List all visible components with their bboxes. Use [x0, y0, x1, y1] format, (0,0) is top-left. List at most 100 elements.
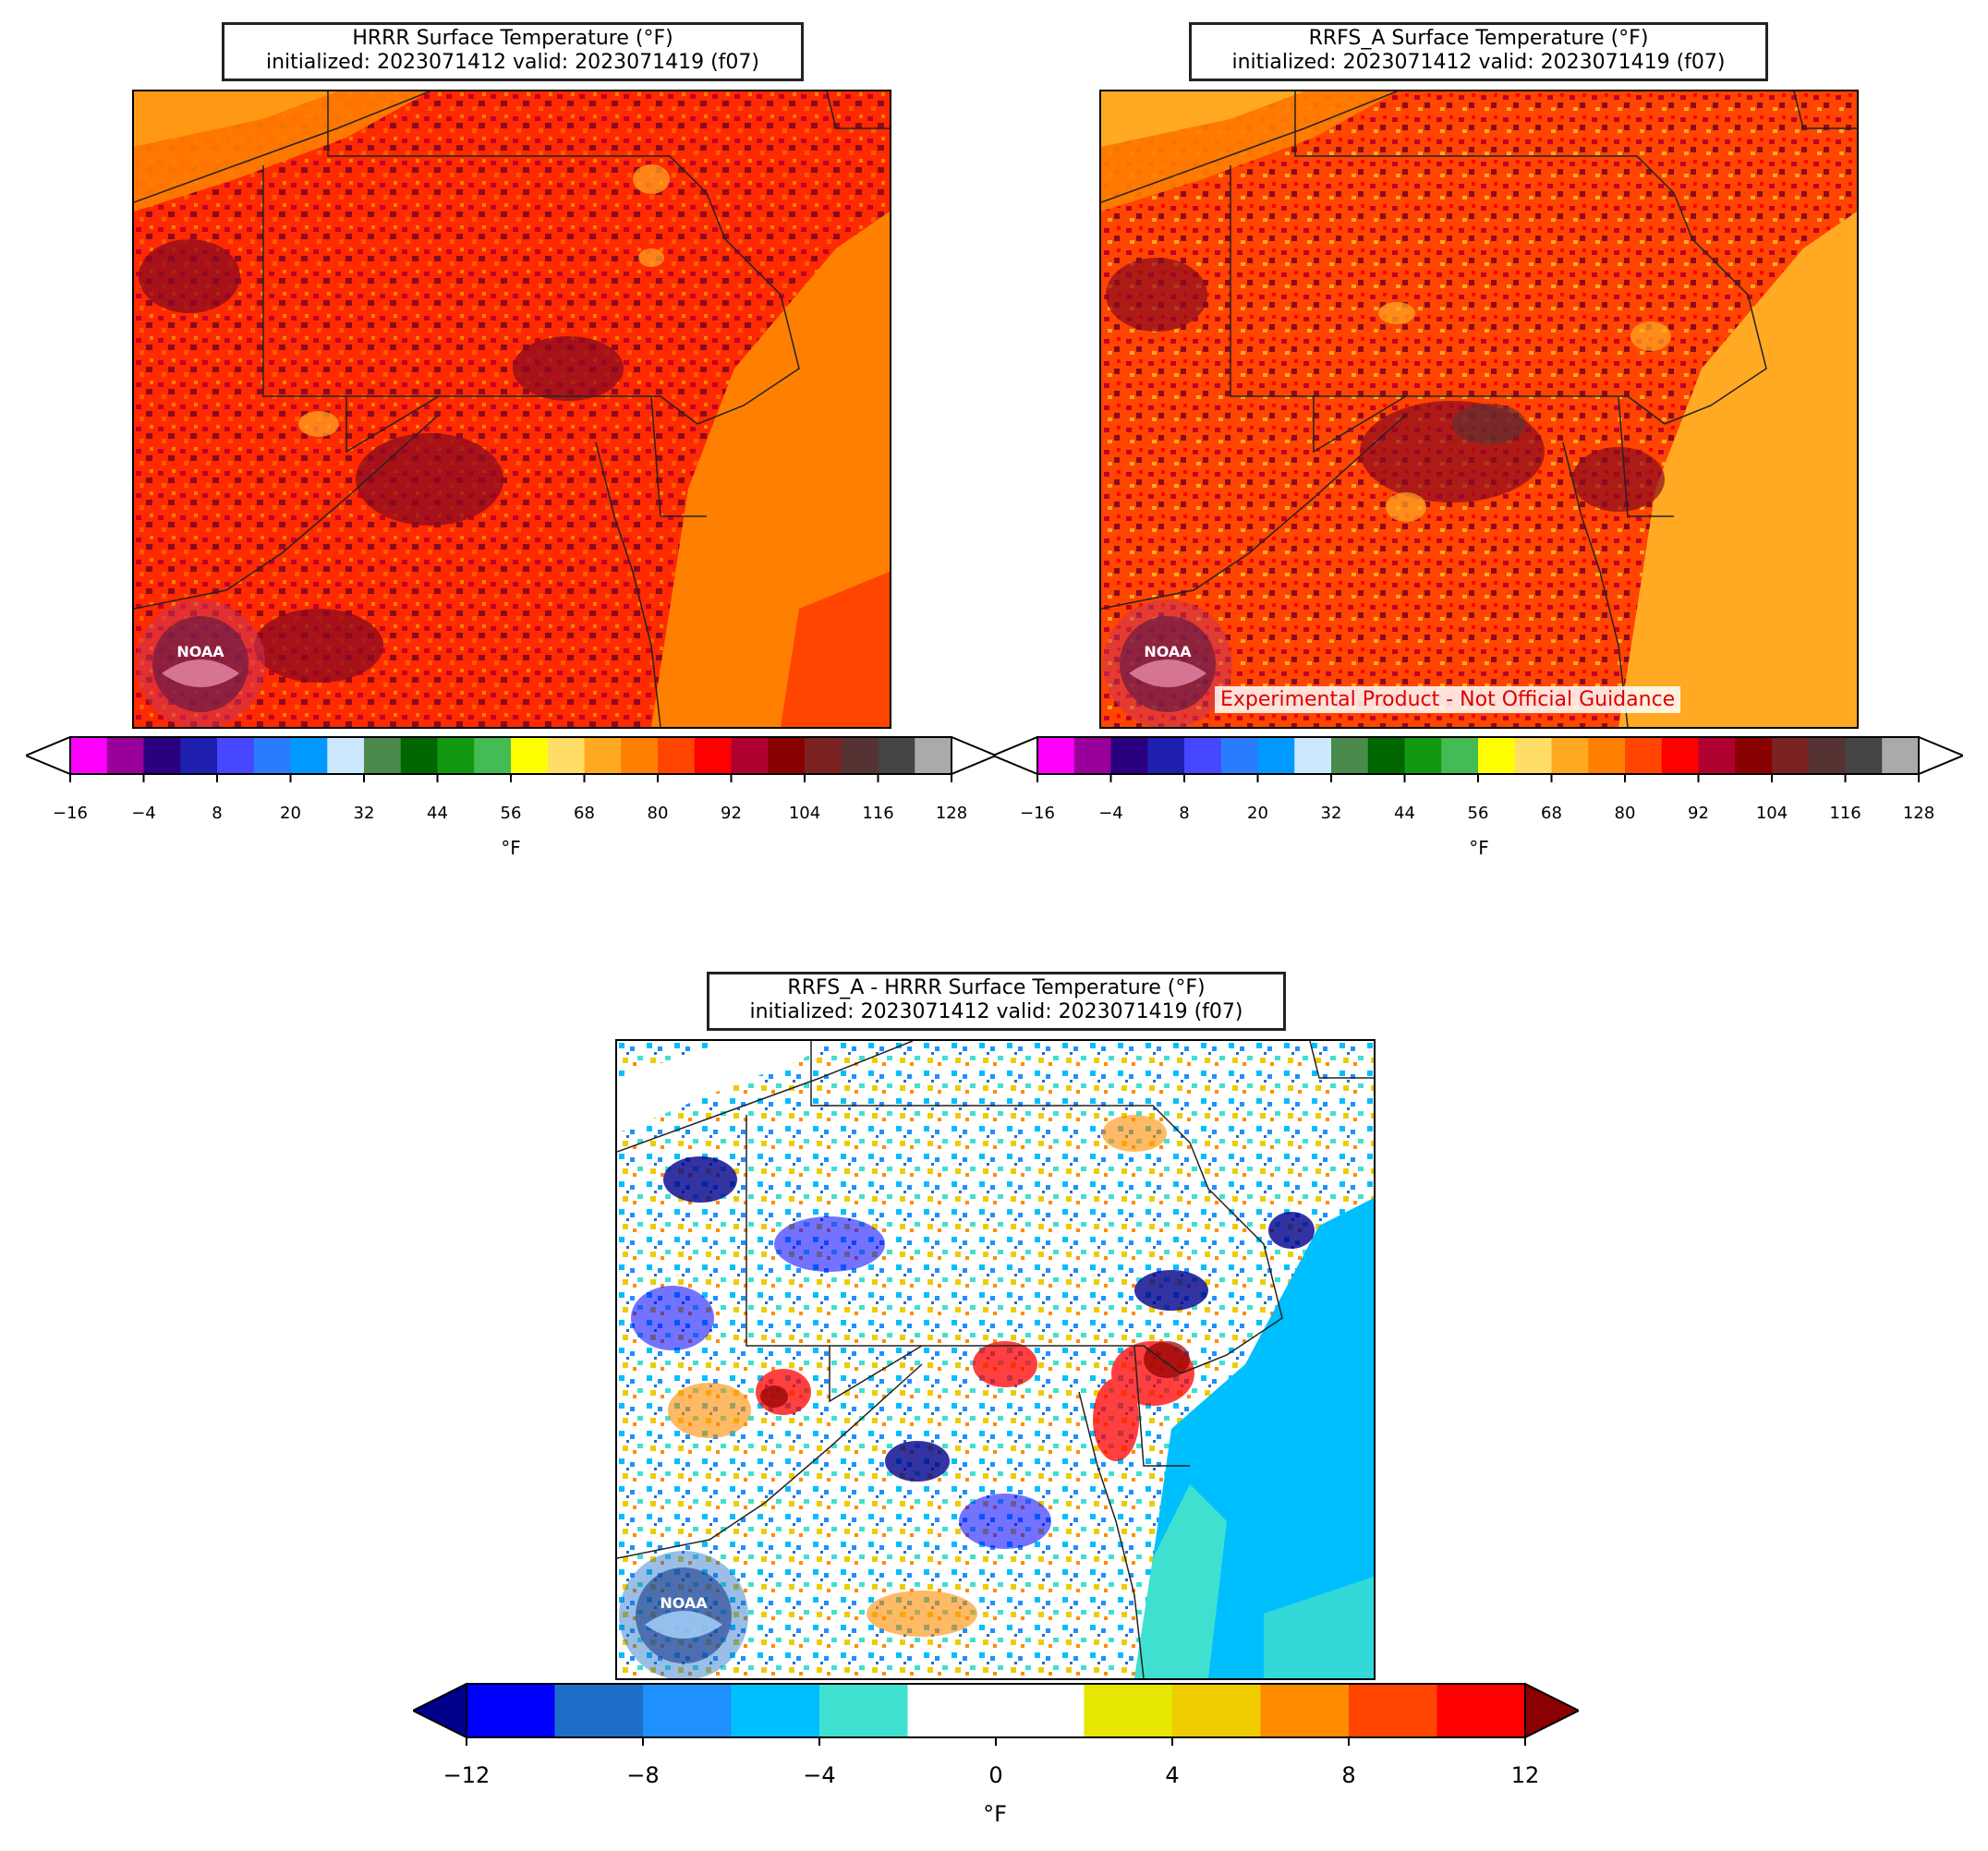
colorbar-under-arrow — [990, 735, 1038, 776]
diff-title-line1: RRFS_A - HRRR Surface Temperature (°F) — [787, 976, 1206, 999]
colorbar-tick-label: 44 — [427, 804, 448, 823]
colorbar-swatch — [1478, 737, 1516, 774]
colorbar-swatch — [143, 737, 181, 774]
colorbar-tick-label: 56 — [1467, 804, 1489, 823]
colorbar-swatch — [1551, 737, 1589, 774]
colorbar-swatch — [841, 737, 879, 774]
colorbar-swatch — [694, 737, 732, 774]
rrfs-colorbar-unit: °F — [1469, 837, 1489, 859]
colorbar-tick-label: 104 — [788, 804, 821, 823]
diff-colorbar-unit: °F — [983, 1801, 1007, 1827]
colorbar-swatch — [1147, 737, 1185, 774]
noaa-logo: NOAA — [1103, 599, 1232, 727]
colorbar-swatch — [1735, 737, 1773, 774]
colorbar-swatch — [658, 737, 696, 774]
colorbar-tick-label: −16 — [53, 804, 88, 823]
colorbar-swatch — [1037, 737, 1075, 774]
colorbar-over-arrow — [1524, 1682, 1582, 1739]
hrrr-map: NOAA — [132, 90, 891, 729]
colorbar-under-arrow — [410, 1682, 467, 1739]
colorbar-swatch — [907, 1684, 997, 1737]
colorbar-tick-label: 12 — [1510, 1762, 1540, 1788]
colorbar-swatch — [878, 737, 915, 774]
colorbar-tick-label: 116 — [1829, 804, 1861, 823]
hrrr-logo-text: NOAA — [176, 643, 224, 660]
colorbar-swatch — [290, 737, 328, 774]
colorbar-swatch — [1349, 1684, 1437, 1737]
diff-map-graphic: NOAA — [617, 1041, 1374, 1678]
colorbar-over-arrow — [951, 735, 999, 776]
colorbar-swatch — [180, 737, 218, 774]
colorbar-tick-label: −12 — [442, 1762, 491, 1788]
colorbar-swatch — [1698, 737, 1736, 774]
rrfs-map-graphic: NOAA — [1101, 91, 1857, 727]
colorbar-swatch — [1588, 737, 1626, 774]
colorbar-swatch — [1073, 737, 1111, 774]
colorbar-swatch — [731, 1684, 820, 1737]
colorbar-swatch — [1514, 737, 1552, 774]
colorbar-swatch — [1257, 737, 1295, 774]
colorbar-swatch — [819, 1684, 908, 1737]
rrfs-title-line2: initialized: 2023071412 valid: 202307141… — [1231, 51, 1726, 74]
noaa-logo: NOAA — [619, 1551, 748, 1678]
colorbar-swatch — [1441, 737, 1479, 774]
colorbar-tick-label: 80 — [1614, 804, 1636, 823]
colorbar-tick-label: −8 — [626, 1762, 660, 1788]
colorbar-tick-label: 80 — [647, 804, 669, 823]
colorbar-tick-label: 128 — [935, 804, 968, 823]
colorbar-tick-label: −4 — [1098, 804, 1123, 823]
hrrr-title-line2: initialized: 2023071412 valid: 202307141… — [266, 51, 759, 74]
colorbar-swatch — [70, 737, 108, 774]
noaa-logo: NOAA — [136, 599, 265, 727]
colorbar-swatch — [731, 737, 769, 774]
colorbar-swatch — [621, 737, 659, 774]
colorbar-swatch — [437, 737, 475, 774]
colorbar-swatch — [1084, 1684, 1173, 1737]
experimental-banner: Experimental Product - Not Official Guid… — [1215, 686, 1681, 713]
colorbar-swatch — [1845, 737, 1883, 774]
colorbar-tick-label: 68 — [574, 804, 595, 823]
colorbar-tick-label: 56 — [500, 804, 522, 823]
colorbar-tick-label: 32 — [1320, 804, 1342, 823]
colorbar-swatch — [253, 737, 291, 774]
colorbar-tick-label: 8 — [1341, 1762, 1356, 1788]
rrfs-colorbar — [990, 735, 1966, 782]
colorbar-swatch — [474, 737, 512, 774]
colorbar-swatch — [643, 1684, 732, 1737]
colorbar-tick-label: 8 — [1179, 804, 1190, 823]
colorbar-tick-label: −16 — [1020, 804, 1055, 823]
colorbar-swatch — [1661, 737, 1699, 774]
colorbar-swatch — [1404, 737, 1442, 774]
colorbar-swatch — [1331, 737, 1369, 774]
colorbar-tick-label: 92 — [721, 804, 742, 823]
colorbar-tick-label: 32 — [353, 804, 375, 823]
rrfs-title-line1: RRFS_A Surface Temperature (°F) — [1308, 27, 1649, 50]
colorbar-tick-label: 0 — [988, 1762, 1003, 1788]
rrfs-logo-text: NOAA — [1144, 643, 1192, 660]
colorbar-swatch — [554, 1684, 644, 1737]
colorbar-tick-label: 92 — [1688, 804, 1709, 823]
colorbar-over-arrow — [1918, 735, 1966, 776]
colorbar-swatch — [1220, 737, 1258, 774]
diff-title-box: RRFS_A - HRRR Surface Temperature (°F) i… — [707, 972, 1286, 1031]
rrfs-title-box: RRFS_A Surface Temperature (°F) initiali… — [1189, 22, 1768, 81]
hrrr-colorbar — [23, 735, 999, 782]
hrrr-colorbar-graphic — [23, 735, 999, 782]
colorbar-swatch — [547, 737, 585, 774]
colorbar-swatch — [400, 737, 438, 774]
colorbar-swatch — [584, 737, 622, 774]
rrfs-map: NOAA — [1099, 90, 1859, 729]
diff-title-line2: initialized: 2023071412 valid: 202307141… — [749, 1000, 1243, 1023]
colorbar-tick-label: 128 — [1902, 804, 1935, 823]
colorbar-swatch — [1625, 737, 1663, 774]
colorbar-swatch — [511, 737, 549, 774]
colorbar-swatch — [364, 737, 402, 774]
colorbar-tick-label: −4 — [803, 1762, 836, 1788]
rrfs-colorbar-graphic — [990, 735, 1966, 782]
colorbar-tick-label: 68 — [1541, 804, 1562, 823]
colorbar-swatch — [1260, 1684, 1350, 1737]
diff-colorbar-graphic — [410, 1682, 1582, 1746]
colorbar-tick-label: −4 — [131, 804, 156, 823]
colorbar-swatch — [217, 737, 255, 774]
colorbar-tick-label: 44 — [1394, 804, 1415, 823]
